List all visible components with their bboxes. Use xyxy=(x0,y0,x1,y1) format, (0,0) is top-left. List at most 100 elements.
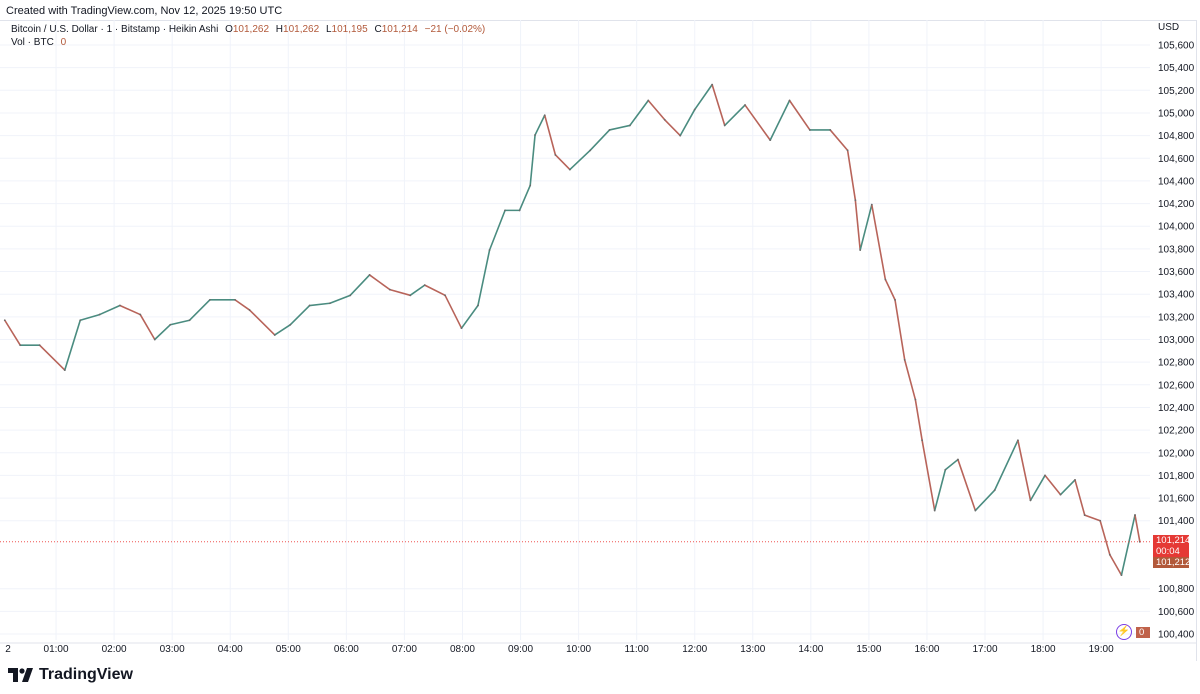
x-tick-label: 04:00 xyxy=(218,644,243,655)
price-segment xyxy=(589,129,611,152)
price-segment xyxy=(663,118,682,137)
chart-legend: Bitcoin / U.S. Dollar · 1 · Bitstamp · H… xyxy=(11,23,485,49)
y-tick-label: 104,200 xyxy=(1158,199,1195,210)
lightning-icon[interactable]: ⚡ xyxy=(1116,624,1132,640)
y-tick-label: 101,600 xyxy=(1158,494,1195,505)
price-point xyxy=(711,83,714,86)
created-caption: Created with TradingView.com, Nov 12, 20… xyxy=(6,5,283,17)
price-point xyxy=(423,284,426,287)
y-tick-label: 105,400 xyxy=(1158,63,1195,74)
price-point xyxy=(504,209,506,212)
price-segment xyxy=(693,83,713,111)
tradingview-logo-icon xyxy=(8,668,33,682)
x-tick-label: 15:00 xyxy=(856,644,881,655)
symbol-title[interactable]: Bitcoin / U.S. Dollar · 1 · Bitstamp · H… xyxy=(11,24,219,35)
x-tick-label: 18:00 xyxy=(1031,644,1056,655)
high-label: H xyxy=(275,24,284,35)
y-tick-label: 105,600 xyxy=(1158,41,1195,52)
logo-text: TradingView xyxy=(39,666,133,683)
price-segment xyxy=(188,299,211,322)
price-point xyxy=(209,298,211,301)
price-point xyxy=(914,398,917,401)
price-segment xyxy=(423,284,446,297)
price-segment xyxy=(1083,514,1101,522)
x-tick-label: 09:00 xyxy=(508,644,533,655)
price-point xyxy=(188,319,191,322)
price-point xyxy=(1074,479,1076,481)
price-segment xyxy=(957,458,977,512)
price-segment xyxy=(711,83,726,127)
y-tick-label: 102,400 xyxy=(1158,403,1195,414)
price-segment xyxy=(569,149,592,171)
price-segment xyxy=(444,294,463,329)
price-segment xyxy=(389,288,412,297)
volume-tag: 0 xyxy=(1136,627,1150,638)
price-point xyxy=(829,129,832,131)
price-point xyxy=(153,338,156,341)
y-tick-label: 102,000 xyxy=(1158,448,1195,459)
y-tick-label: 104,800 xyxy=(1158,131,1195,142)
price-segment xyxy=(903,359,917,401)
price-point xyxy=(628,124,631,127)
x-tick-label: 10:00 xyxy=(566,644,591,655)
price-segment xyxy=(829,129,849,152)
y-tick-label: 103,000 xyxy=(1158,335,1195,346)
change-value: −21 (−0.02%) xyxy=(424,24,486,35)
price-segment xyxy=(460,304,479,329)
price-segment xyxy=(329,294,352,305)
price-segment xyxy=(859,203,873,251)
price-segment xyxy=(488,209,506,251)
price-point xyxy=(933,509,936,512)
close-label: C xyxy=(374,24,382,35)
price-point xyxy=(693,108,696,111)
price-point xyxy=(3,319,6,322)
price-point xyxy=(518,209,521,212)
bid-price-tag: 101,212 xyxy=(1153,557,1189,568)
price-segment xyxy=(1029,474,1046,502)
y-tick-label: 104,600 xyxy=(1158,154,1195,165)
chart-frame xyxy=(0,20,1197,661)
price-point xyxy=(663,118,666,121)
price-segment xyxy=(608,124,631,131)
price-point xyxy=(329,302,331,305)
price-segment xyxy=(993,439,1019,491)
y-tick-label: 100,600 xyxy=(1158,607,1195,618)
y-tick-label: 101,800 xyxy=(1158,471,1195,482)
x-tick-label: 14:00 xyxy=(798,644,823,655)
high-value: 101,262 xyxy=(283,24,320,35)
price-point xyxy=(884,278,887,281)
currency-label[interactable]: USD xyxy=(1158,22,1180,33)
price-point xyxy=(477,304,479,307)
y-tick-label: 103,400 xyxy=(1158,290,1195,301)
price-point xyxy=(1017,439,1019,442)
y-tick-label: 102,200 xyxy=(1158,426,1195,437)
price-segment xyxy=(871,203,887,281)
price-segment xyxy=(169,319,191,326)
x-tick-label: 12:00 xyxy=(682,644,707,655)
price-segment xyxy=(139,313,156,341)
price-segment xyxy=(38,344,66,371)
price-segment xyxy=(3,319,22,346)
price-segment xyxy=(308,302,331,307)
price-segment xyxy=(1099,519,1111,556)
x-tick-label: 01:00 xyxy=(44,644,69,655)
tradingview-logo[interactable]: TradingView xyxy=(8,666,133,684)
price-point xyxy=(1029,499,1032,502)
price-segment xyxy=(248,309,276,336)
price-segment xyxy=(289,304,311,326)
volume-title[interactable]: Vol · BTC xyxy=(11,37,54,48)
y-tick-label: 105,000 xyxy=(1158,108,1195,119)
price-point xyxy=(389,288,391,291)
price-point xyxy=(974,509,977,512)
price-point xyxy=(554,153,557,156)
x-tick-label: 06:00 xyxy=(334,644,359,655)
price-point xyxy=(1108,553,1111,556)
price-point xyxy=(1044,474,1046,477)
price-segment xyxy=(921,439,936,512)
open-value: 101,262 xyxy=(232,24,270,35)
price-point xyxy=(894,298,896,301)
price-segment xyxy=(894,299,906,361)
price-point xyxy=(808,129,811,131)
price-segment xyxy=(368,274,391,291)
